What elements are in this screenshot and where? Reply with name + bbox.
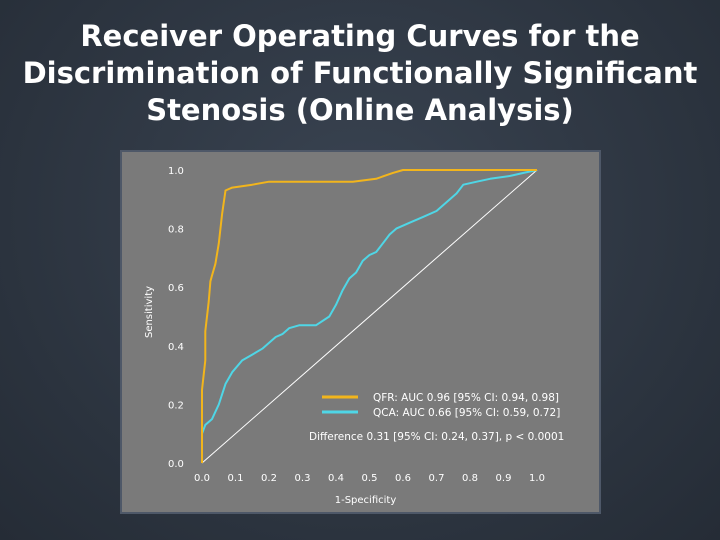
difference-annotation: Difference 0.31 [95% CI: 0.24, 0.37], p … — [309, 431, 564, 443]
reference-diagonal-line — [201, 169, 538, 464]
y-tick-label: 1.0 — [168, 166, 184, 177]
x-tick-label: 0.7 — [429, 473, 445, 484]
x-tick-label: 0.0 — [194, 473, 210, 484]
slide-title: Receiver Operating Curves for the Discri… — [0, 18, 720, 129]
x-tick-label: 0.9 — [496, 473, 512, 484]
x-tick-label: 0.6 — [395, 473, 411, 484]
title-line-2: Discrimination of Functionally Significa… — [22, 56, 698, 90]
x-axis-title: 1-Specificity — [335, 495, 397, 506]
x-axis-ticks: 0.0 0.1 0.2 0.3 0.4 0.5 0.6 0.7 0.8 0.9 1.0 — [194, 473, 545, 484]
y-tick-label: 0.6 — [168, 283, 184, 294]
roc-chart: 0.0 0.2 0.4 0.6 0.8 1.0 0.0 0.1 0.2 0.3 0.4 0.5 0.6… — [144, 166, 564, 506]
x-tick-label: 0.5 — [362, 473, 378, 484]
y-axis-ticks: 0.0 0.2 0.4 0.6 0.8 1.0 — [168, 166, 184, 470]
y-tick-label: 0.0 — [168, 459, 184, 470]
x-tick-label: 0.2 — [261, 473, 277, 484]
y-tick-label: 0.8 — [168, 225, 184, 236]
x-tick-label: 0.4 — [328, 473, 344, 484]
legend-label-qfr: QFR: AUC 0.96 [95% CI: 0.94, 0.98] — [373, 392, 559, 404]
x-tick-label: 1.0 — [529, 473, 545, 484]
roc-line-qca — [201, 169, 538, 463]
title-line-3: Stenosis (Online Analysis) — [146, 93, 574, 127]
legend: QFR: AUC 0.96 [95% CI: 0.94, 0.98] QCA: … — [322, 392, 560, 419]
y-tick-label: 0.2 — [168, 400, 184, 411]
roc-line-qfr — [201, 169, 537, 463]
series-layer — [201, 169, 538, 463]
y-tick-label: 0.4 — [168, 342, 184, 353]
x-tick-label: 0.1 — [228, 473, 244, 484]
y-axis-title: Sensitivity — [144, 286, 155, 338]
roc-chart-panel: 0.0 0.2 0.4 0.6 0.8 1.0 0.0 0.1 0.2 0.3 0.4 0.5 0.6… — [120, 150, 601, 514]
x-tick-label: 0.8 — [462, 473, 478, 484]
x-tick-label: 0.3 — [295, 473, 311, 484]
title-line-1: Receiver Operating Curves for the — [80, 19, 640, 53]
legend-label-qca: QCA: AUC 0.66 [95% CI: 0.59, 0.72] — [373, 407, 560, 419]
